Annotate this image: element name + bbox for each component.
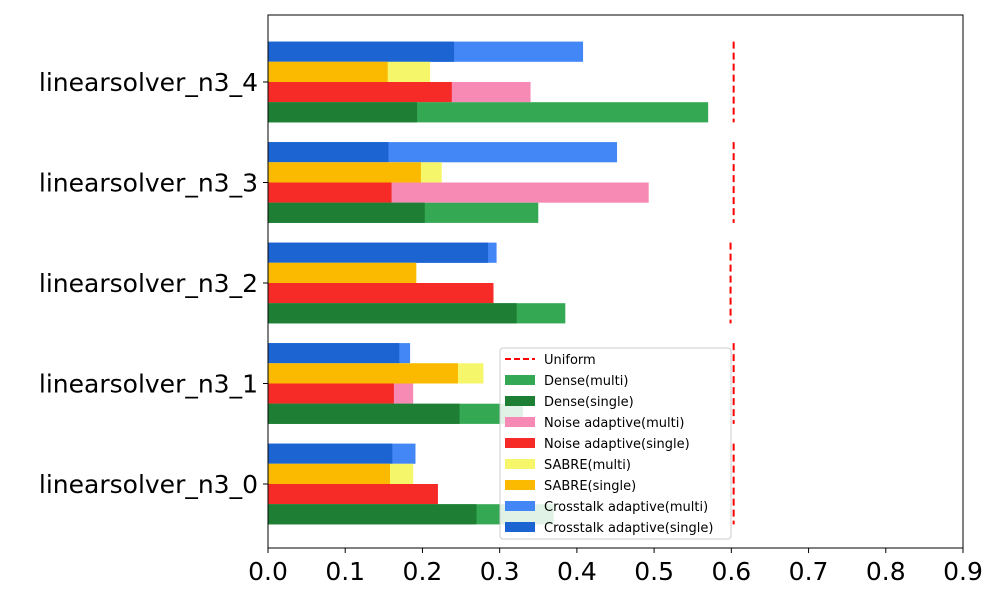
uniform-lines-layer [729, 41, 735, 525]
legend: Uniform Dense(multi) Dense(single) Noise ad… [499, 347, 732, 540]
bar-dense-single-0 [268, 504, 477, 525]
legend-label-noise-adaptive-single: Noise adaptive(single) [544, 437, 690, 452]
bar-noise-adaptive-single-1 [268, 383, 394, 404]
bars-layer [268, 41, 709, 525]
legend-swatch-dense-multi [505, 375, 535, 385]
bar-crosstalk-adaptive-single-2 [268, 242, 489, 263]
legend-swatch-sabre-multi [505, 459, 535, 469]
axes-frame [267, 14, 964, 549]
bar-sabre-single-3 [268, 162, 421, 183]
bar-crosstalk-adaptive-single-0 [268, 443, 393, 464]
legend-label-crosstalk-adaptive-single: Crosstalk adaptive(single) [544, 521, 713, 536]
legend-label-crosstalk-adaptive-multi: Crosstalk adaptive(multi) [544, 500, 708, 515]
legend-swatch-noise-adaptive-multi [505, 417, 535, 427]
x-tick-label: 0.3 [480, 557, 520, 586]
bar-crosstalk-adaptive-single-1 [268, 343, 400, 364]
y-tick-label: linearsolver_n3_4 [39, 68, 258, 97]
bar-sabre-single-1 [268, 363, 458, 384]
legend-swatch-noise-adaptive-single [505, 438, 535, 448]
x-tick-label: 0.2 [403, 557, 443, 586]
legend-label-sabre-single: SABRE(single) [544, 479, 636, 494]
legend-label-sabre-multi: SABRE(multi) [544, 458, 631, 473]
x-tick-label: 0.7 [789, 557, 829, 586]
bar-dense-single-3 [268, 202, 425, 223]
bar-crosstalk-adaptive-single-4 [268, 41, 455, 62]
bar-sabre-single-0 [268, 463, 391, 484]
bar-noise-adaptive-single-0 [268, 484, 438, 505]
bar-dense-single-1 [268, 403, 460, 424]
x-tick-label: 0.6 [711, 557, 751, 586]
x-tick-label: 0.8 [866, 557, 906, 586]
legend-swatch-sabre-single [505, 480, 535, 490]
x-tick-label: 0.0 [248, 557, 288, 586]
legend-swatch-crosstalk-adaptive-single [505, 522, 535, 532]
y-tick-label: linearsolver_n3_2 [39, 269, 258, 298]
legend-swatch-crosstalk-adaptive-multi [505, 501, 535, 511]
legend-box [499, 347, 732, 540]
legend-label-dense-single: Dense(single) [544, 395, 634, 410]
legend-label-uniform: Uniform [544, 353, 596, 368]
x-tick-label: 0.5 [634, 557, 674, 586]
bar-noise-adaptive-single-3 [268, 182, 392, 203]
legend-label-noise-adaptive-multi: Noise adaptive(multi) [544, 416, 684, 431]
y-tick-label: linearsolver_n3_3 [39, 169, 258, 198]
bar-sabre-single-2 [268, 262, 417, 283]
bar-noise-adaptive-single-2 [268, 283, 494, 304]
x-tick-label: 0.9 [943, 557, 983, 586]
y-axis: linearsolver_n3_0 linearsolver_n3_1 linear… [39, 68, 268, 499]
x-axis: 0.0 0.1 0.2 0.3 0.4 0.5 0.6 0.7 0.8 0.9 [248, 548, 983, 586]
bar-dense-single-4 [268, 102, 418, 123]
bar-sabre-single-4 [268, 61, 388, 82]
bar-crosstalk-adaptive-single-3 [268, 142, 389, 163]
bar-dense-single-2 [268, 303, 517, 324]
bar-noise-adaptive-single-4 [268, 82, 452, 103]
legend-swatch-dense-single [505, 396, 535, 406]
y-tick-label: linearsolver_n3_1 [39, 370, 258, 399]
legend-label-dense-multi: Dense(multi) [544, 374, 628, 389]
x-tick-label: 0.4 [557, 557, 597, 586]
x-tick-label: 0.1 [325, 557, 365, 586]
y-tick-label: linearsolver_n3_0 [39, 470, 258, 499]
